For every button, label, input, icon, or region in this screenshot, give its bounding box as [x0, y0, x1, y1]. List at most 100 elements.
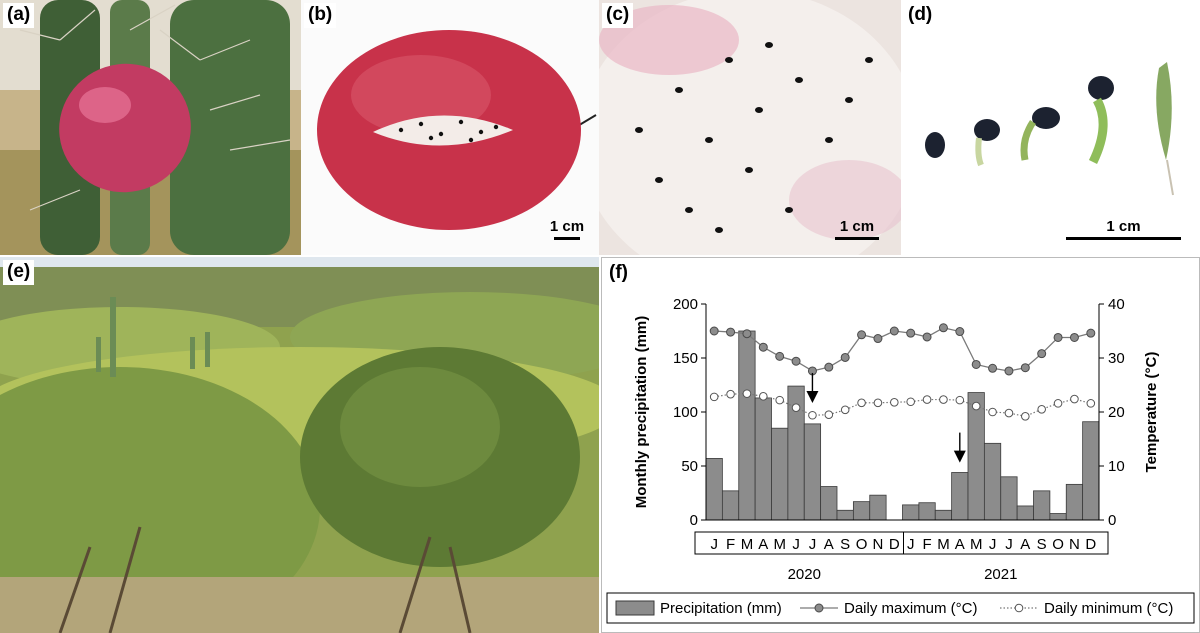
precipitation-bar: [869, 494, 887, 521]
daily-maximum-point: [1053, 332, 1063, 342]
daily-maximum-point: [758, 342, 768, 352]
precipitation-bar: [1065, 483, 1084, 521]
x-tick-label: J: [989, 536, 997, 553]
legend-max-label: Daily maximum (°C): [844, 600, 978, 617]
scale-line: [554, 237, 580, 240]
daily-maximum-point: [857, 330, 867, 340]
daily-maximum-point: [1086, 328, 1096, 338]
daily-minimum-point: [939, 395, 948, 404]
daily-minimum-point: [890, 397, 899, 407]
scale-bar-d: 1 cm: [1066, 218, 1181, 240]
year-label: 2020: [788, 566, 821, 583]
panel-label-b: (b): [304, 3, 337, 28]
x-tick-label: N: [1069, 536, 1080, 553]
x-tick-label: J: [1005, 536, 1013, 553]
photo-panel-c: (c) 1 cm: [599, 0, 901, 255]
precipitation-bar: [754, 397, 772, 521]
daily-maximum-point: [889, 326, 899, 336]
y-right-tick-label: 30: [1108, 350, 1125, 367]
daily-maximum-point: [840, 352, 850, 362]
cut-fruit-illustration: [301, 0, 599, 255]
precipitation-bar: [967, 392, 985, 521]
daily-maximum-point: [988, 363, 998, 373]
x-tick-label: J: [907, 536, 915, 553]
precipitation-bar: [836, 509, 854, 521]
daily-minimum-point: [791, 403, 801, 412]
y-axis-right-title: Temperature (°C): [1143, 352, 1160, 473]
daily-maximum-point: [873, 334, 883, 344]
daily-maximum-line: [714, 327, 1091, 372]
precipitation-bar: [902, 504, 920, 521]
x-tick-label: D: [889, 536, 900, 553]
x-tick-label: A: [758, 536, 768, 553]
y-left-tick-label: 100: [673, 404, 698, 421]
scale-label: 1 cm: [839, 218, 875, 235]
precipitation-bar: [721, 490, 740, 521]
y-left-tick-label: 50: [681, 458, 698, 475]
daily-minimum-point: [709, 392, 719, 402]
precipitation-bar: [951, 472, 969, 521]
daily-minimum-point: [857, 398, 866, 408]
daily-maximum-point: [906, 328, 916, 338]
panel-label-c: (c): [602, 3, 634, 28]
photo-panel-a: (a): [0, 0, 301, 255]
daily-maximum-point: [1004, 366, 1014, 376]
precipitation-bar: [934, 509, 953, 521]
photo-panel-b: (b) 1 cm: [301, 0, 599, 255]
y-left-tick-label: 0: [690, 512, 698, 529]
x-tick-label: J: [792, 536, 800, 553]
daily-minimum-point: [922, 395, 932, 404]
precipitation-bar: [983, 442, 1002, 521]
x-tick-label: M: [970, 536, 983, 553]
panel-label-f: (f): [605, 261, 632, 286]
daily-minimum-point: [955, 395, 965, 405]
precipitation-bar: [1000, 476, 1018, 521]
daily-minimum-point: [759, 392, 768, 401]
daily-minimum-point: [726, 389, 735, 399]
precipitation-bar: [738, 330, 756, 521]
x-tick-label: A: [955, 536, 965, 553]
daily-minimum-point: [1086, 399, 1096, 408]
seedling-stages-illustration: [901, 0, 1200, 255]
scale-label: 1 cm: [549, 218, 585, 235]
precipitation-bar: [1033, 490, 1051, 521]
daily-maximum-point: [791, 356, 801, 366]
precipitation-bar: [918, 502, 936, 521]
y-left-tick-label: 150: [673, 350, 698, 367]
daily-minimum-point: [1070, 394, 1079, 404]
precipitation-bar: [1082, 421, 1100, 521]
daily-minimum-point: [808, 410, 817, 420]
photo-panel-e: (e): [0, 257, 599, 633]
daily-maximum-point: [824, 362, 834, 372]
photo-panel-d: (d) 1 cm: [901, 0, 1200, 255]
x-tick-label: A: [824, 536, 834, 553]
panel-label-a: (a): [3, 3, 35, 28]
x-tick-label: M: [741, 536, 754, 553]
daily-maximum-point: [742, 329, 752, 339]
fruit-pulp-illustration: [599, 0, 901, 255]
precipitation-bar: [705, 458, 723, 521]
daily-maximum-point: [938, 323, 948, 333]
legend-box: [606, 592, 1195, 624]
caatinga-landscape-illustration: [0, 257, 599, 633]
scale-line: [1066, 237, 1181, 240]
legend-min-marker: [1014, 603, 1024, 613]
x-tick-label: O: [856, 536, 868, 553]
arrow-head: [806, 390, 819, 403]
y-right-tick-label: 20: [1108, 404, 1125, 421]
scale-bar-c: 1 cm: [831, 218, 883, 240]
x-tick-label: A: [1020, 536, 1030, 553]
daily-minimum-point: [873, 398, 883, 408]
daily-maximum-point: [922, 332, 932, 342]
daily-minimum-point: [775, 395, 784, 405]
panel-label-d: (d): [904, 3, 937, 28]
legend-precip-swatch: [615, 600, 655, 616]
daily-minimum-point: [906, 397, 915, 407]
precipitation-bar: [803, 423, 822, 521]
daily-maximum-point: [971, 359, 981, 369]
x-tick-label: S: [840, 536, 850, 553]
daily-maximum-point: [1069, 332, 1079, 342]
daily-minimum-point: [1021, 412, 1030, 421]
daily-minimum-point: [1004, 408, 1014, 418]
